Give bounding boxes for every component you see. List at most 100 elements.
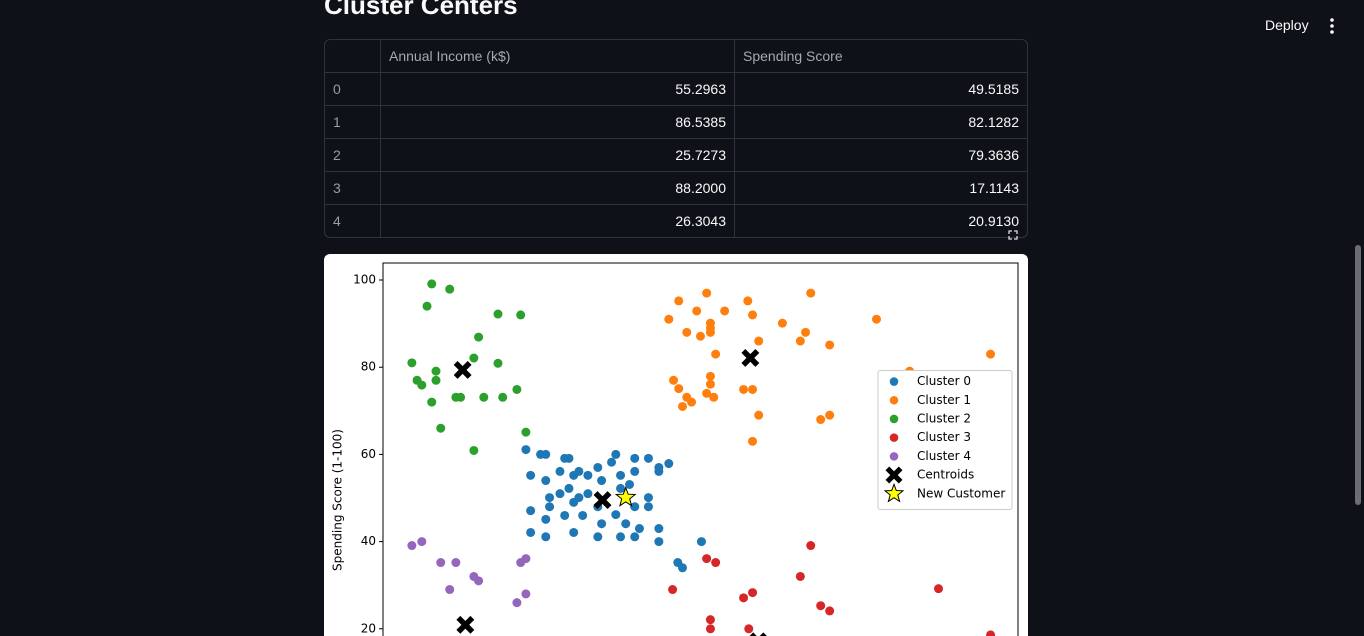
scatter-point [607, 457, 617, 467]
legend-label: Cluster 0 [917, 374, 971, 388]
scrollbar[interactable] [1355, 245, 1361, 505]
scatter-point [692, 306, 702, 316]
scatter-point [634, 524, 644, 534]
scatter-point [748, 384, 758, 394]
legend-marker [889, 395, 899, 405]
legend: Cluster 0 Cluster 1 Cluster 2 Cluster 3 Clus… [877, 370, 1013, 510]
star-marker [614, 486, 637, 507]
scatter-point [431, 366, 441, 376]
column-header: Annual Income (k$) [381, 40, 735, 72]
scatter-point [621, 519, 631, 529]
menu-button[interactable] [1326, 16, 1338, 36]
scatter-point [754, 336, 764, 346]
legend-marker [889, 414, 899, 424]
legend-label: Cluster 1 [917, 393, 971, 407]
table-cell: 20.9130 [968, 213, 1019, 229]
scatter-point [705, 624, 715, 634]
scatter-chart: Spending Score (1-100) 20 40 60 80 100 Cluste… [324, 254, 1028, 636]
legend-marker [885, 466, 903, 484]
scatter-point [754, 410, 764, 420]
table-cell: 17.1143 [969, 180, 1019, 196]
scatter-point [678, 563, 688, 573]
fullscreen-icon[interactable] [1006, 228, 1020, 242]
scatter-point [560, 510, 570, 520]
y-tick-label: 40 [361, 534, 376, 548]
centroid-marker [453, 361, 472, 379]
y-tick-label: 100 [353, 273, 376, 287]
scatter-point [664, 459, 674, 469]
axes-frame [382, 262, 1019, 636]
table-cell: 49.5185 [968, 81, 1019, 97]
scatter-point [493, 358, 503, 368]
scatter-point [630, 453, 640, 463]
scatter-point [611, 510, 621, 520]
scatter-point [825, 340, 835, 350]
scatter-point [705, 379, 715, 389]
scatter-point [654, 466, 664, 476]
scatter-point [427, 279, 437, 289]
scatter-point [521, 554, 531, 564]
scatter-point [795, 571, 805, 581]
scatter-point [521, 427, 531, 437]
table-cell: 25.7273 [381, 139, 735, 171]
index-header [325, 40, 381, 72]
y-tick-label: 20 [361, 621, 376, 635]
scatter-point [583, 470, 593, 480]
scatter-point [720, 306, 730, 316]
scatter-point [445, 585, 455, 595]
scatter-point [427, 397, 437, 407]
page-title: Cluster Centers [324, 0, 518, 20]
row-index: 4 [325, 205, 381, 237]
table-cell: 88.2000 [381, 172, 735, 204]
centroid-marker [741, 348, 760, 367]
scatter-point [564, 483, 574, 493]
legend-label: New Customer [917, 486, 1005, 500]
scatter-point [643, 493, 653, 503]
scatter-point [555, 466, 565, 476]
legend-label: Cluster 2 [917, 411, 971, 425]
scatter-point [512, 598, 522, 608]
scatter-point [654, 537, 664, 547]
scatter-point [422, 301, 432, 311]
legend-label: Centroids [917, 468, 974, 482]
scatter-point [625, 479, 635, 489]
scatter-point [801, 327, 811, 337]
scatter-point [541, 514, 551, 524]
table-row: 3 88.2000 17.1143 [325, 172, 1027, 205]
scatter-point [456, 392, 466, 402]
table-row: 2 25.7273 79.3636 [325, 139, 1027, 172]
scatter-point [705, 615, 715, 625]
scatter-point [451, 558, 461, 568]
scatter-point [545, 502, 555, 512]
legend-marker [883, 482, 905, 503]
scatter-point [593, 532, 603, 542]
scatter-point [705, 371, 715, 381]
scatter-point [711, 558, 721, 568]
scatter-point [748, 588, 758, 598]
scatter-point [417, 380, 427, 390]
table-row: 4 26.3043 20.9130 [325, 205, 1027, 237]
legend-marker [889, 377, 899, 386]
scatter-point [806, 288, 816, 298]
data-table: Annual Income (k$) Spending Score 0 55.2963… [324, 39, 1028, 238]
legend-marker [889, 452, 899, 461]
scatter-point [474, 332, 484, 342]
scatter-point [593, 462, 603, 472]
scatter-point [545, 493, 555, 503]
centroid-marker [456, 615, 475, 634]
deploy-button[interactable]: Deploy [1265, 17, 1309, 33]
scatter-point [986, 630, 996, 636]
scatter-point [541, 476, 551, 486]
header-row: Annual Income (k$) Spending Score [325, 40, 1027, 73]
scatter-point [541, 532, 551, 542]
table-cell: 79.3636 [968, 147, 1019, 163]
scatter-point [664, 314, 674, 324]
scatter-point [417, 537, 427, 547]
scatter-point [445, 284, 455, 294]
scatter-point [795, 336, 805, 346]
scatter-point [702, 288, 712, 298]
scatter-point [934, 584, 944, 594]
scatter-point [498, 392, 508, 402]
scatter-point [687, 397, 697, 407]
scatter-point [739, 593, 749, 603]
